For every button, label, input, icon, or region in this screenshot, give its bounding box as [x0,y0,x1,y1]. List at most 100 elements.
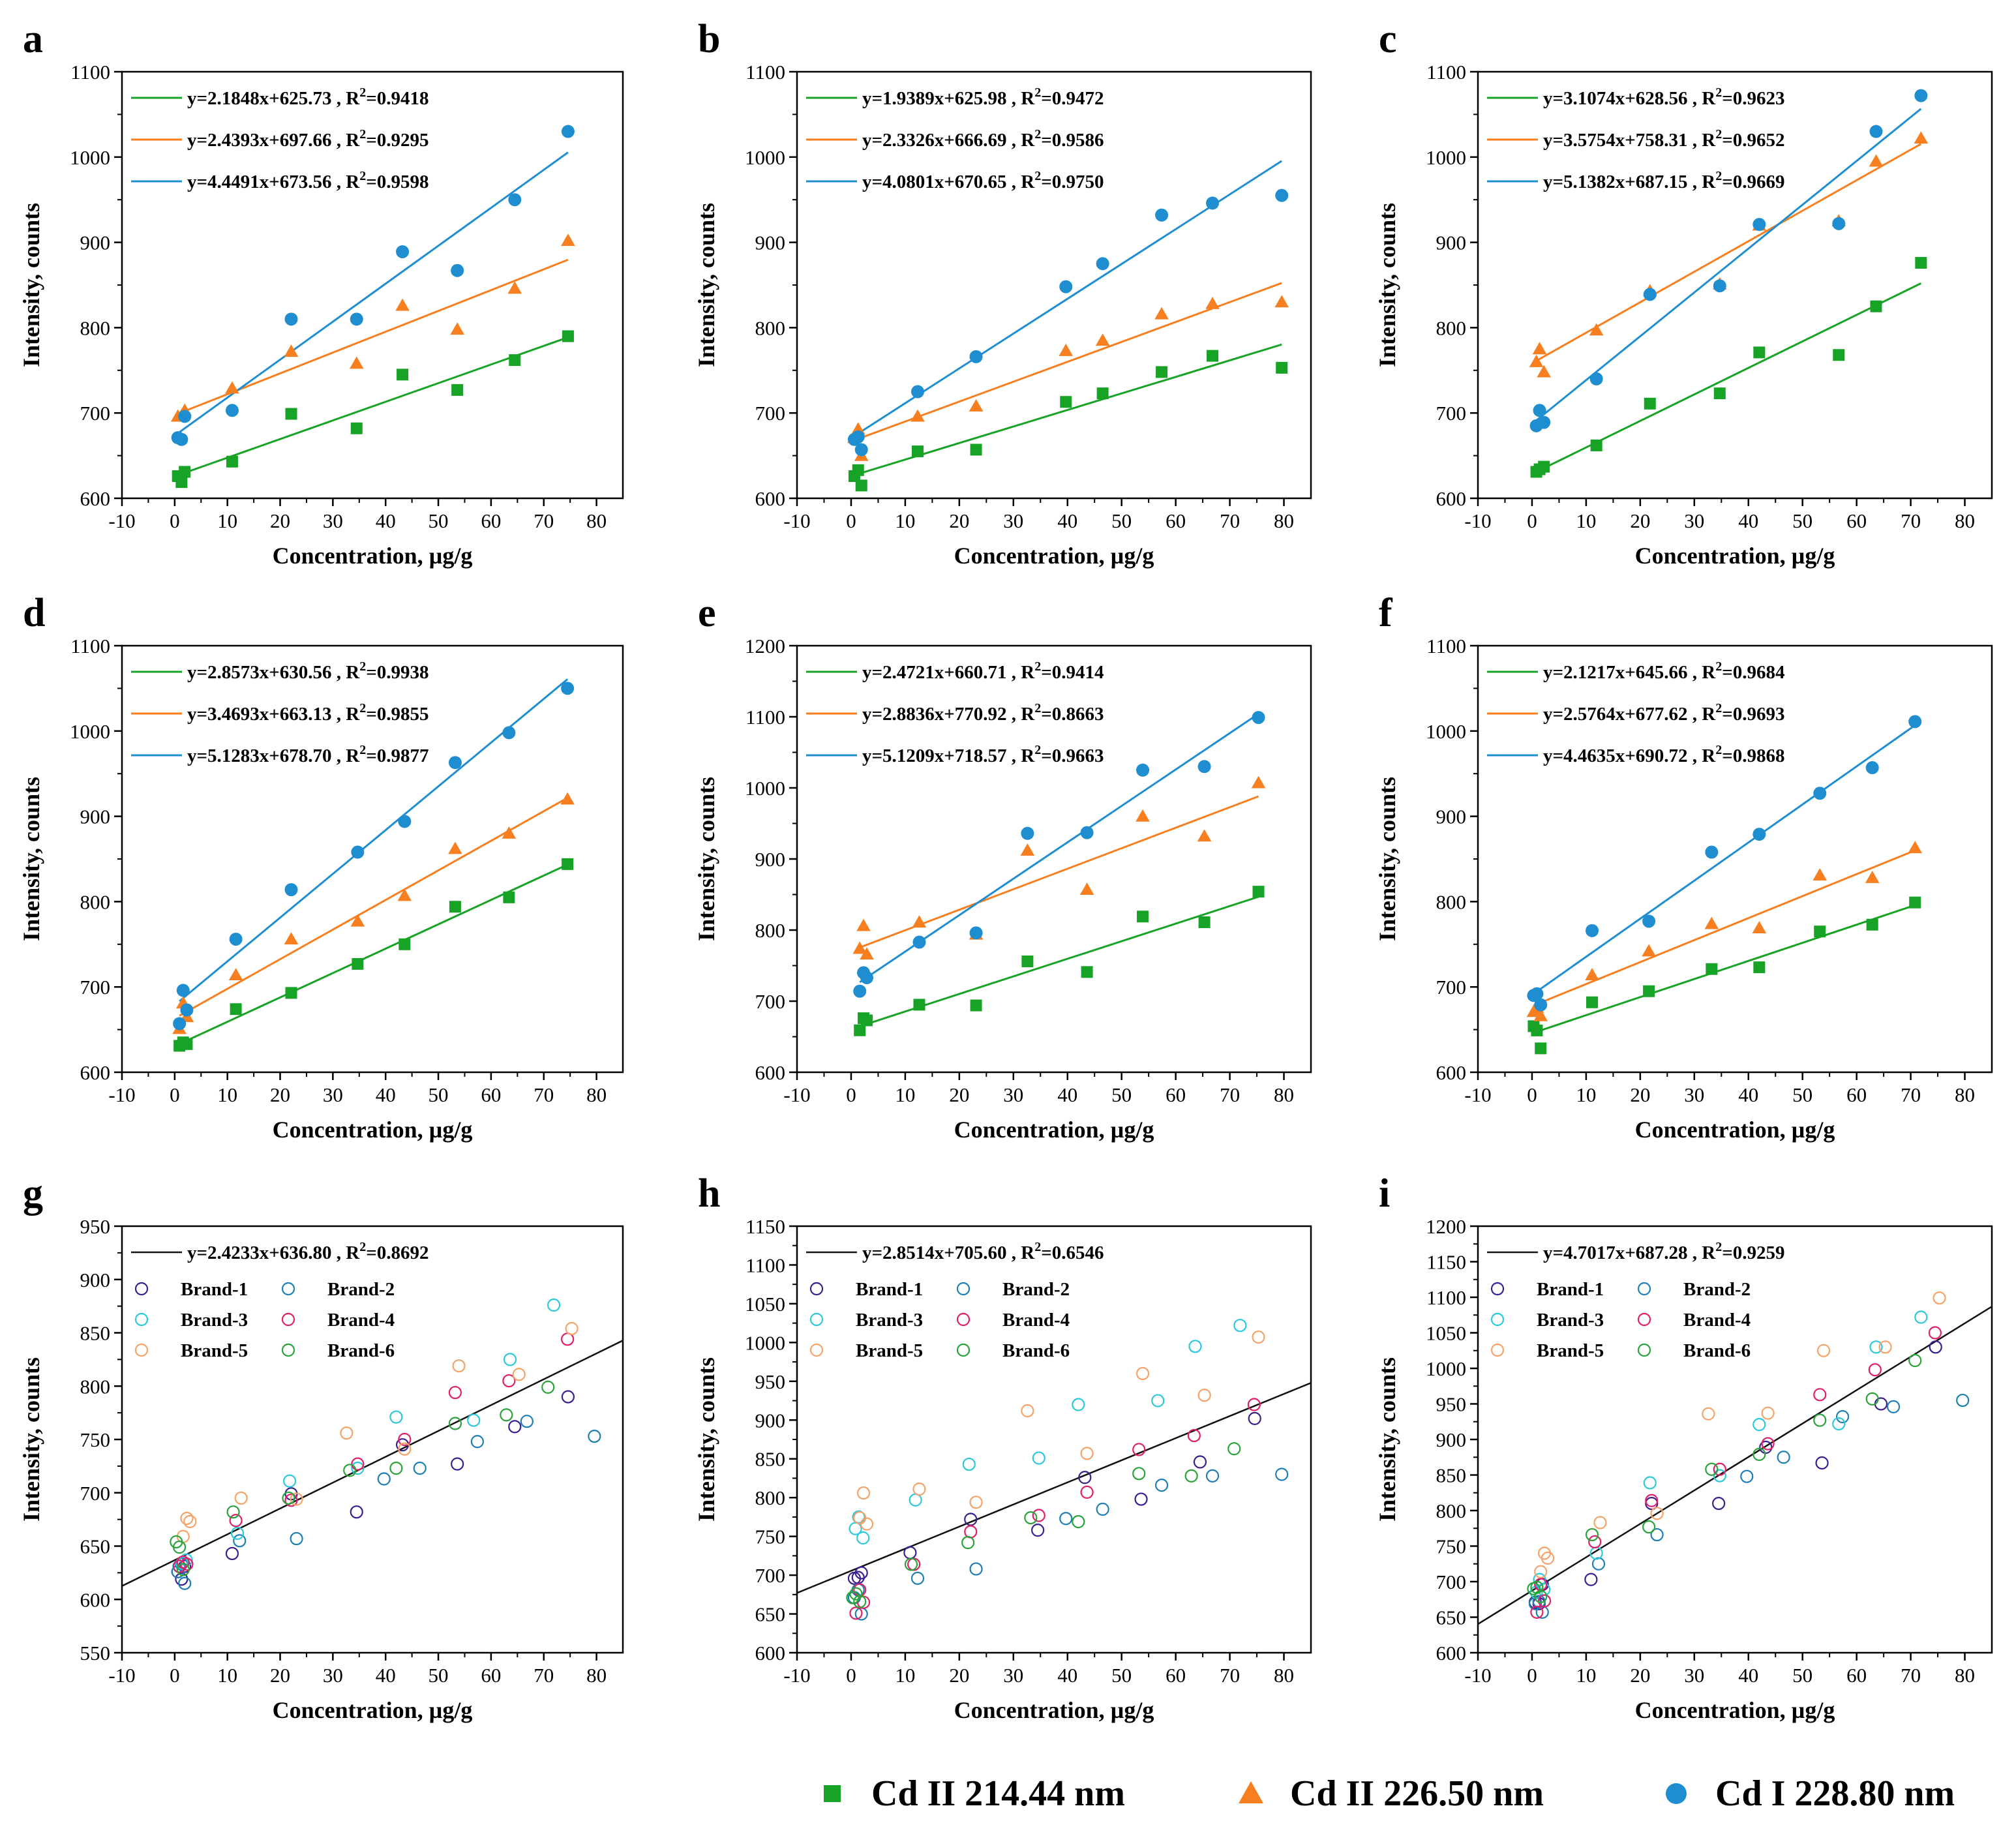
data-point-square [852,464,864,476]
data-point-brand-1 [854,1566,868,1580]
data-point-brand-6 [904,1558,918,1571]
data-point-brand-4 [1588,1535,1602,1549]
legend-marker-brand-3 [809,1312,824,1327]
chart-panel-g: g -10 0 10 20 30 40 50 60 70 80 550 600 650 700 750 800 8… [18,1171,624,1723]
data-point-brand-3 [1914,1310,1928,1324]
data-point-triangle [1205,296,1220,309]
data-point-brand-4 [1530,1605,1544,1619]
bottom-legend-label-0: Cd II 214.44 nm [871,1773,1125,1814]
x-tick-label: 60 [481,1664,501,1687]
data-point-brand-3 [351,1462,365,1475]
overall-fit-line [797,1382,1311,1594]
data-point-brand-1 [508,1420,522,1434]
data-point-square [503,891,515,903]
fit-line-0 [859,895,1259,1027]
data-point-brand-6 [961,1536,975,1550]
legend-equation-2: y=4.4491x+673.56 , R2=0.9598 [187,169,429,192]
data-point-circle [1080,826,1094,839]
y-tick-label: 800 [1436,1499,1467,1522]
data-point-brand-1 [350,1505,363,1519]
data-point-triangle [284,344,299,357]
data-point-circle [1533,404,1546,417]
equation-text: y=2.4721x+660.71 , R [862,662,1035,683]
data-point-brand-6 [541,1380,555,1394]
data-point-triangle [1274,295,1289,308]
data-point-circle [1713,279,1726,293]
x-tick-label: 60 [481,1083,501,1106]
y-tick-label: 600 [80,487,111,510]
equation-text: y=2.5764x+677.62 , R [1543,704,1716,725]
data-point-triangle [912,915,927,928]
panel-label-h: h [698,1171,720,1216]
x-tick-label: 10 [217,1664,237,1687]
legend-label-brand-6: Brand-6 [1683,1340,1751,1361]
x-tick-label: 50 [1111,1083,1132,1106]
plot-area-f [1526,715,1923,1055]
data-point-brand-6 [849,1587,863,1601]
data-point-circle [1914,89,1928,102]
legend-marker-brand-6 [281,1343,295,1357]
r-squared-value: =0.9295 [366,130,429,151]
legend-equation-1: y=2.8836x+770.92 , R2=0.8663 [862,701,1104,725]
data-point-brand-2 [377,1472,391,1486]
y-axis-title: Intensity, counts [18,777,44,941]
y-tick-label: 600 [80,1061,111,1084]
y-tick-label: 1200 [1426,1215,1466,1238]
data-point-brand-5 [1080,1447,1094,1460]
panel-label-b: b [698,17,720,61]
data-point-brand-2 [1154,1479,1169,1492]
data-point-square [1198,916,1211,929]
y-tick-label: 700 [755,1564,786,1587]
data-point-circle [225,404,239,417]
data-point-square [181,1038,193,1050]
x-tick-label: -10 [108,1664,135,1687]
data-point-brand-3 [1643,1476,1657,1490]
data-point-brand-2 [910,1571,925,1585]
legend-marker-brand-1 [134,1282,149,1296]
data-point-brand-5 [340,1426,354,1440]
data-point-brand-4 [502,1374,516,1388]
x-tick-label: 70 [534,1083,554,1106]
data-point-triangle [1095,333,1110,346]
data-point-circle [912,935,926,949]
data-point-square [1207,350,1219,362]
fit-line-0 [854,343,1282,476]
x-tick-label: 30 [1684,509,1704,532]
data-point-square [562,330,574,342]
x-axis-title: Concentration, µg/g [273,1117,473,1143]
data-point-square [285,408,297,420]
y-tick-label: 1000 [70,720,110,743]
panel-label-i: i [1379,1171,1390,1216]
x-tick-label: 80 [586,509,607,532]
legend-equation-2: y=5.1209x+718.57 , R2=0.9663 [862,743,1104,766]
data-point-triangle [1197,829,1212,842]
data-point-square [1644,397,1656,410]
data-point-triangle [1532,342,1547,355]
legend-equation-1: y=2.4393x+697.66 , R2=0.9295 [187,127,429,151]
data-point-circle [178,410,192,423]
data-point-square [913,999,925,1011]
x-tick-label: 80 [1955,1083,1975,1106]
data-point-circle [910,385,924,399]
x-tick-label: 10 [217,509,237,532]
x-tick-label: -10 [783,509,810,532]
legend-marker-brand-5 [134,1343,149,1357]
data-point-brand-2 [1777,1451,1790,1464]
data-point-square [1590,439,1602,451]
data-point-brand-3 [547,1298,561,1312]
legend-label-brand-2: Brand-2 [1002,1279,1070,1300]
data-point-brand-5 [969,1496,983,1509]
equation-text: y=3.4693x+663.13 , R [187,704,360,725]
data-point-circle [1206,196,1220,210]
data-point-triangle [1136,809,1150,822]
data-point-brand-4 [351,1457,365,1471]
data-point-square [226,455,238,468]
y-tick-label: 950 [80,1215,111,1238]
data-point-square [1096,387,1109,400]
equation-text: y=5.1209x+718.57 , R [862,745,1035,766]
data-point-square [1081,966,1093,978]
r-squared-value: =0.8663 [1041,704,1104,725]
data-point-square [1833,349,1845,361]
x-tick-label: 30 [1003,1083,1023,1106]
data-point-brand-2 [233,1534,247,1548]
